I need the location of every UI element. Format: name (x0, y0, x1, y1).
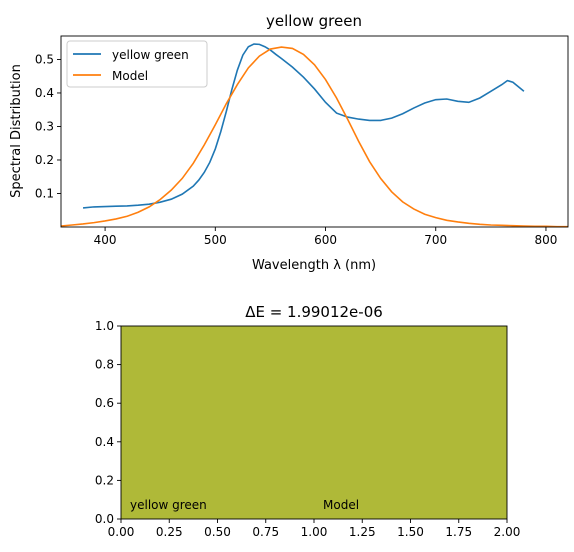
swatch-x-tick-label: 0.50 (204, 525, 231, 539)
y-axis-ticks: 0.1 0.2 0.3 0.4 0.5 (35, 52, 61, 200)
swatch-label-0: yellow green (130, 498, 207, 512)
series-line-1 (60, 46, 568, 228)
swatch-y-tick-label: 1.0 (95, 319, 114, 333)
swatch-label-1: Model (323, 498, 359, 512)
swatch-x-tick-label: 1.50 (397, 525, 424, 539)
x-tick-label: 600 (314, 233, 337, 247)
swatch-y-tick-label: 0.2 (95, 473, 114, 487)
legend-box (66, 40, 208, 88)
y-tick-label: 0.3 (35, 119, 54, 133)
swatch-x-tick-label: 0.25 (156, 525, 183, 539)
spectral-chart: yellow green 400 500 600 700 800 0.10.20.30.… (9, 12, 569, 273)
chart-title: yellow green (266, 12, 362, 30)
swatch-title: ΔE = 1.99012e-06 (245, 303, 383, 321)
color-swatch-1 (314, 326, 507, 519)
swatch-x-tick-label: 1.00 (301, 525, 328, 539)
plot-frame (60, 35, 569, 228)
legend-label-1: Model (112, 69, 148, 83)
series-line-0 (82, 43, 525, 209)
swatch-y-tick-label: 0.8 (95, 358, 114, 372)
y-axis-label: Spectral Distribution (9, 64, 24, 198)
color-swatch-chart: ΔE = 1.99012e-06 yellow green Model 0.00 0… (95, 303, 520, 539)
x-tick-label: 800 (535, 233, 558, 247)
x-tick-label: 400 (94, 233, 117, 247)
swatch-plot-area: yellow green Model (120, 325, 508, 520)
legend-label-0: yellow green (112, 48, 189, 62)
swatch-x-tick-label: 0.00 (108, 525, 135, 539)
y-tick-label: 0.1 (35, 186, 54, 200)
swatch-y-axis-ticks: 0.0 0.2 0.4 0.6 0.8 1.0 (95, 319, 121, 526)
swatch-y-tick-label: 0.0 (95, 512, 114, 526)
y-tick-label: 0.2 (35, 153, 54, 167)
y-tick-label: 0.5 (35, 52, 54, 66)
x-axis-ticks: 400 500 600 700 800 (94, 227, 558, 247)
swatch-y-tick-label: 0.4 (95, 435, 114, 449)
x-tick-label: 700 (424, 233, 447, 247)
swatch-x-axis-ticks: 0.00 0.25 0.50 0.75 1.00 1.25 1.50 1.75 2.00 (108, 519, 521, 539)
spectral-plot-area (60, 35, 569, 228)
x-tick-label: 500 (204, 233, 227, 247)
x-axis-label: Wavelength λ (nm) (252, 258, 376, 273)
swatch-x-tick-label: 0.75 (252, 525, 279, 539)
swatch-y-tick-label: 0.6 (95, 396, 114, 410)
swatch-x-tick-label: 1.25 (349, 525, 376, 539)
legend: yellow green Model (66, 40, 208, 88)
y-tick-label: 0.4 (35, 86, 54, 100)
swatch-x-tick-label: 1.75 (445, 525, 472, 539)
color-swatch-0 (121, 326, 314, 519)
swatch-x-tick-label: 2.00 (494, 525, 521, 539)
